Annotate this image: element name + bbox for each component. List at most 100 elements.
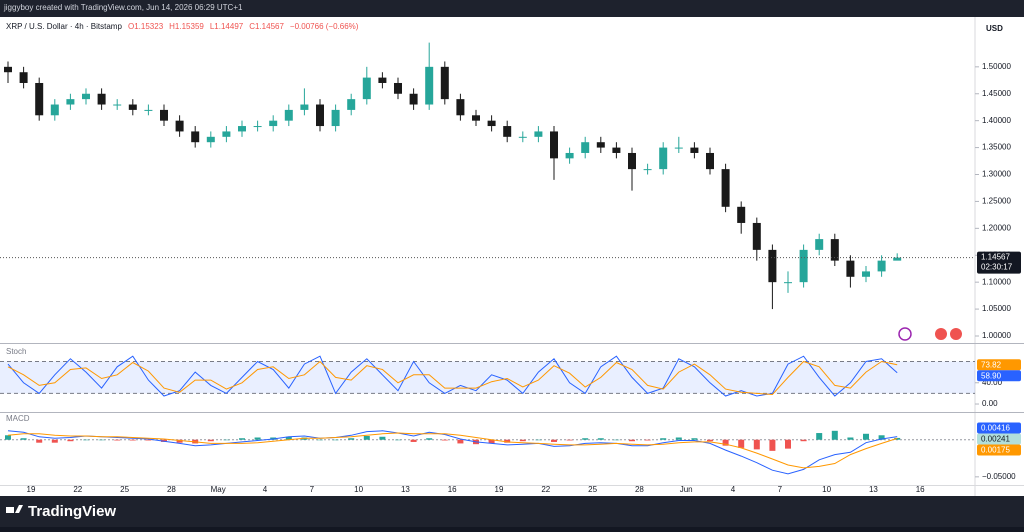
last-value-tag: 0.00175 — [981, 446, 1010, 455]
candle-body — [82, 93, 90, 100]
x-tick-label: Jun — [680, 485, 693, 494]
x-tick-label: 28 — [167, 485, 176, 494]
event-icons — [898, 327, 962, 341]
candle-body — [284, 109, 293, 121]
histogram-bar — [410, 439, 417, 442]
histogram-bar — [800, 439, 807, 442]
histogram-bar — [597, 438, 604, 440]
stoch-line — [7, 360, 898, 396]
y-tick-label: 1.35000 — [982, 143, 1011, 152]
x-tick-label: 25 — [120, 485, 129, 494]
candle-body — [565, 152, 574, 159]
candle-body — [659, 147, 668, 170]
histogram-bar — [660, 438, 667, 440]
x-tick-label: 10 — [354, 485, 363, 494]
candle-body — [877, 260, 886, 272]
candle-body — [456, 99, 465, 116]
y-tick-label: 0.00 — [982, 399, 998, 408]
candle-body — [784, 282, 792, 284]
candle-body — [518, 136, 527, 138]
candle-body — [550, 131, 558, 159]
candle-body — [269, 120, 278, 127]
histogram-bar — [847, 437, 854, 440]
histogram-bar — [426, 438, 433, 440]
candle-body — [300, 104, 309, 110]
candle-body — [846, 260, 855, 277]
price-tag-bg — [977, 251, 1021, 274]
histogram-bar — [722, 439, 729, 446]
y-tick-label: 1.00000 — [982, 331, 1011, 340]
candle-body — [752, 222, 761, 250]
x-tick-label: 13 — [869, 485, 878, 494]
last-value-tag: 0.00241 — [981, 435, 1010, 444]
candle-body — [799, 249, 808, 283]
candle-body — [4, 66, 12, 73]
x-tick-label: 22 — [73, 485, 82, 494]
histogram-bar — [145, 439, 152, 441]
y-tick-label: −0.05000 — [982, 472, 1016, 481]
candle-body — [503, 126, 512, 137]
y-tick-label: 1.10000 — [982, 277, 1011, 286]
ohlc-value: C1.14567 — [249, 22, 284, 31]
histogram-bar — [738, 439, 745, 448]
candle-body — [612, 147, 621, 153]
candle-body — [472, 115, 480, 121]
histogram-bar — [551, 439, 557, 442]
y-tick-label: 1.30000 — [982, 170, 1011, 179]
ohlc-value: L1.14497 — [210, 22, 244, 31]
histogram-bar — [878, 435, 885, 440]
histogram-bar — [332, 439, 339, 441]
candle-body — [893, 257, 902, 261]
candle-body — [222, 131, 231, 137]
last-value-tag-bg — [977, 444, 1021, 456]
candle-body — [581, 142, 590, 153]
candle-body — [440, 66, 449, 100]
candle-body — [643, 169, 652, 171]
candle-body — [830, 239, 839, 261]
candle-body — [238, 126, 246, 132]
candle-body — [721, 169, 730, 207]
histogram-bar — [98, 439, 105, 441]
candle-body — [706, 152, 714, 170]
band-fill — [0, 361, 975, 394]
y-tick-label: 1.40000 — [982, 116, 1011, 125]
candle-body — [97, 93, 106, 105]
x-tick-label: May — [211, 485, 226, 494]
candle-body — [596, 142, 605, 148]
candle-body — [191, 131, 200, 143]
histogram-bar — [613, 439, 620, 441]
y-tick-label: 1.20000 — [982, 223, 1011, 232]
histogram-bar — [675, 437, 682, 440]
candle-body — [66, 99, 75, 105]
histogram-bar — [753, 439, 760, 450]
candle-body — [487, 120, 496, 127]
pane-title: Stoch — [6, 347, 26, 356]
candle-body — [862, 271, 870, 277]
x-tick-label: 13 — [401, 485, 410, 494]
last-value-tag-bg — [977, 359, 1021, 371]
histogram-bar — [36, 439, 43, 443]
ohlc-value: H1.15359 — [169, 22, 204, 31]
ohlc-value: O1.15323 — [128, 22, 164, 31]
candle-body — [347, 99, 356, 110]
histogram-bar — [519, 439, 526, 442]
histogram-bar — [239, 438, 245, 440]
x-tick-label: 22 — [541, 485, 550, 494]
x-tick-label: 19 — [27, 485, 36, 494]
candle-body — [534, 131, 543, 137]
y-tick-label: 1.25000 — [982, 197, 1011, 206]
x-tick-label: 28 — [635, 485, 644, 494]
x-tick-label: 16 — [448, 485, 457, 494]
histogram-bar — [348, 438, 355, 440]
countdown: 02:30:17 — [981, 263, 1013, 272]
histogram-bar — [379, 436, 386, 440]
ohlc-value: −0.00766 (−0.66%) — [290, 22, 359, 31]
candle-body — [175, 120, 184, 132]
histogram-bar — [863, 433, 869, 440]
candle-body — [50, 104, 59, 116]
candle-body — [628, 152, 636, 170]
histogram-bar — [566, 439, 573, 441]
histogram-bar — [831, 430, 838, 440]
x-tick-label: 4 — [731, 485, 736, 494]
